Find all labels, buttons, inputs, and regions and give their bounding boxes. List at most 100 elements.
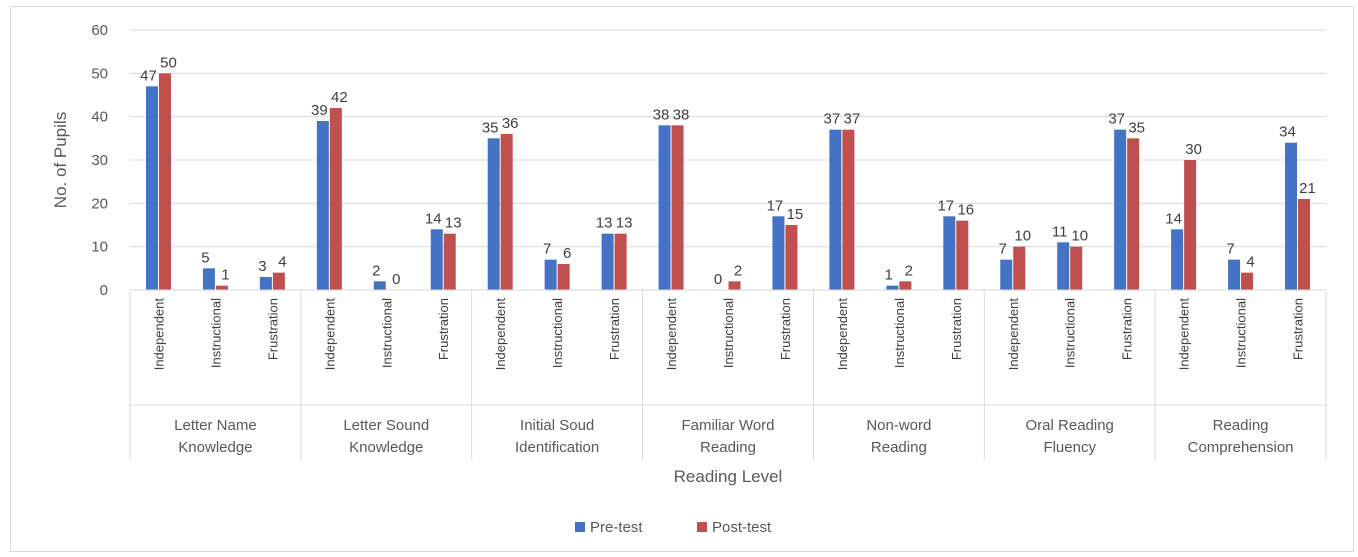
pre-test-data-label: 5	[201, 249, 209, 266]
post-test-data-label: 13	[616, 215, 633, 232]
post-test-data-label: 36	[502, 115, 519, 132]
category-label: Frustration	[436, 298, 451, 360]
post-test-data-label: 0	[392, 271, 400, 288]
group-label: Identification	[515, 439, 599, 456]
pre-test-data-label: 1	[885, 267, 893, 284]
post-test-bar	[899, 281, 912, 290]
category-label: Independent	[322, 298, 337, 371]
pre-test-data-label: 38	[653, 106, 670, 123]
pre-test-bar	[1228, 259, 1241, 290]
group-label: Non-word	[866, 417, 931, 434]
post-test-data-label: 15	[787, 206, 804, 223]
post-test-bar	[842, 129, 855, 290]
pre-test-bar	[430, 229, 443, 290]
group-label: Knowledge	[178, 439, 252, 456]
category-label: Frustration	[1291, 298, 1306, 360]
post-test-data-label: 10	[1071, 228, 1088, 245]
post-test-bar	[1298, 199, 1311, 290]
pre-test-data-label: 37	[1108, 111, 1125, 128]
post-test-data-label: 13	[445, 215, 462, 232]
pre-test-bar	[316, 121, 329, 290]
post-test-data-label: 10	[1014, 228, 1031, 245]
y-tick-label: 60	[91, 22, 108, 39]
y-axis-title: No. of Pupils	[51, 112, 70, 208]
category-label: Instructional	[379, 298, 394, 368]
post-test-bar	[443, 233, 456, 290]
post-test-data-label: 4	[1246, 254, 1254, 271]
group-label: Initial Soud	[520, 417, 594, 434]
pre-test-data-label: 0	[714, 271, 722, 288]
category-label: Independent	[493, 298, 508, 371]
group-labels: Letter Name Knowledge Letter Sound Knowledg…	[174, 417, 1293, 456]
post-test-bar	[329, 108, 342, 290]
post-test-bar	[1184, 160, 1197, 290]
pre-test-data-label: 13	[596, 215, 613, 232]
post-test-data-label: 4	[278, 254, 286, 271]
pre-test-data-label: 7	[543, 241, 551, 258]
category-label: Independent	[1177, 298, 1192, 371]
group-label: Reading	[700, 439, 756, 456]
pre-test-data-label: 37	[824, 111, 841, 128]
post-test-data-label: 1	[221, 267, 229, 284]
group-label: Oral Reading	[1026, 417, 1114, 434]
category-label: Frustration	[1120, 298, 1135, 360]
pre-test-data-label: 2	[372, 262, 380, 279]
pre-test-bar	[487, 138, 500, 290]
pre-test-bar	[658, 125, 671, 290]
post-test-bar	[1070, 246, 1083, 290]
pre-test-bar	[259, 277, 272, 290]
post-test-data-label: 2	[905, 262, 913, 279]
post-test-bar	[671, 125, 684, 290]
category-label: Frustration	[778, 298, 793, 360]
pre-test-bar	[202, 268, 215, 290]
group-label: Knowledge	[349, 439, 423, 456]
category-label: Independent	[835, 298, 850, 371]
post-test-data-label: 38	[673, 106, 690, 123]
post-test-bar	[1013, 246, 1026, 290]
post-test-bar	[272, 272, 285, 290]
pre-test-bar	[544, 259, 557, 290]
axis-separators	[129, 289, 1327, 460]
category-label: Instructional	[208, 298, 223, 368]
group-label: Letter Sound	[343, 417, 429, 434]
category-label: Instructional	[550, 298, 565, 368]
post-test-bar	[956, 220, 969, 290]
category-label: Independent	[1006, 298, 1021, 371]
category-label: Frustration	[607, 298, 622, 360]
pre-test-legend-label: Pre-test	[590, 519, 643, 536]
pre-test-bar	[829, 129, 842, 290]
category-label: Instructional	[1063, 298, 1078, 368]
y-axis-ticks: 0 10 20 30 40 50 60	[91, 22, 108, 299]
post-test-legend-swatch	[697, 522, 707, 532]
y-tick-label: 30	[91, 152, 108, 169]
group-label: Letter Name	[174, 417, 257, 434]
pre-test-data-label: 14	[425, 210, 442, 227]
pre-test-bar	[145, 86, 158, 290]
group-label: Fluency	[1043, 439, 1096, 456]
y-tick-label: 0	[100, 282, 108, 299]
pre-test-data-label: 7	[1226, 241, 1234, 258]
pre-test-data-label: 14	[1165, 210, 1182, 227]
x-axis-title: Reading Level	[674, 467, 783, 486]
pre-test-data-label: 39	[311, 102, 328, 119]
post-test-data-label: 42	[331, 89, 348, 106]
pre-test-bar	[1171, 229, 1184, 290]
pre-test-bar	[1057, 242, 1070, 290]
y-tick-label: 50	[91, 65, 108, 82]
group-label: Reading	[871, 439, 927, 456]
post-test-bar	[1127, 138, 1140, 290]
pre-test-data-label: 3	[258, 258, 266, 275]
post-test-bar	[557, 264, 570, 290]
group-label: Comprehension	[1188, 439, 1294, 456]
category-label: Instructional	[892, 298, 907, 368]
post-test-legend-label: Post-test	[712, 519, 772, 536]
post-test-bar	[215, 285, 228, 290]
group-label: Reading	[1213, 417, 1269, 434]
post-test-bar	[1241, 272, 1254, 290]
post-test-bar	[158, 73, 171, 290]
post-test-data-label: 21	[1299, 180, 1316, 197]
bars	[145, 73, 1311, 290]
category-label: Independent	[151, 298, 166, 371]
